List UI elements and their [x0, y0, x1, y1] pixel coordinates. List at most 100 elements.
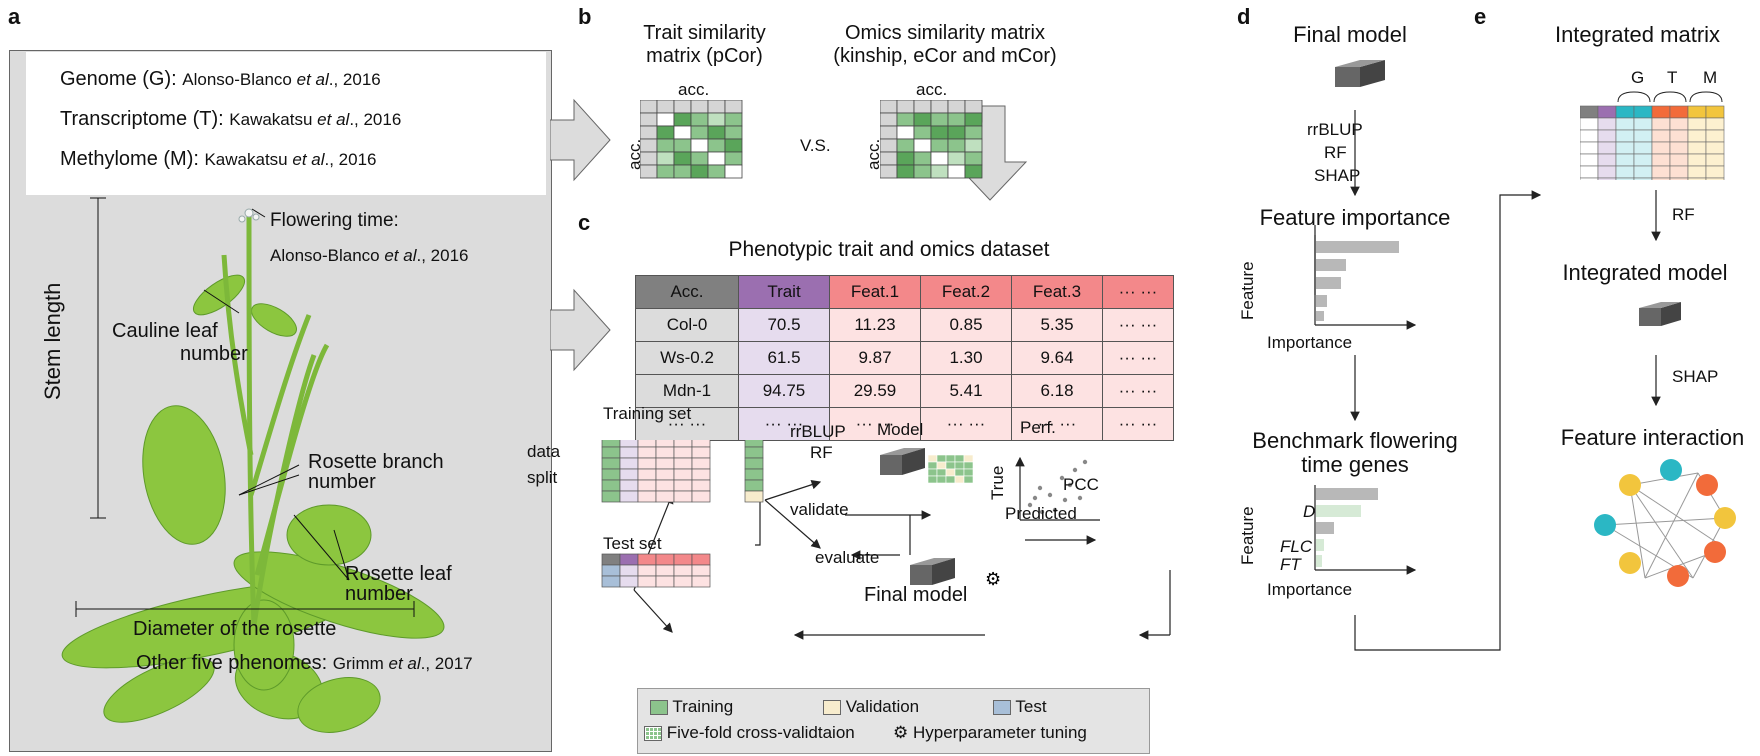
feature-importance-bars — [1316, 241, 1399, 321]
rosette-leaf-label-1: Rosette leaf — [345, 563, 452, 585]
integrated-matrix-cell — [1669, 129, 1689, 143]
similarity-cell — [930, 125, 949, 140]
integrated-matrix-cell — [1651, 141, 1671, 155]
table-cell: ··· ··· — [1102, 341, 1174, 375]
methylome-cite-author: Kawakatsu — [204, 150, 293, 169]
cross-validation-fold-cell — [954, 461, 965, 470]
integrated-matrix-cell — [1597, 105, 1617, 119]
workflow-rrblup-label: rrBLUP — [790, 422, 846, 441]
cv-fold-cell — [744, 490, 764, 503]
integrated-matrix-cell — [1580, 165, 1599, 179]
feature-interaction-title: Feature interaction — [1560, 425, 1745, 450]
legend-training: Training — [650, 697, 733, 717]
integrated-matrix-cell — [1669, 141, 1689, 155]
trait-matrix-col-label: acc. — [678, 80, 710, 99]
integrated-matrix-cell — [1597, 129, 1617, 143]
training-set-cell — [655, 490, 675, 503]
genome-reference: Genome (G): Alonso-Blanco et al., 2016 — [60, 68, 381, 91]
similarity-cell — [640, 100, 658, 114]
gene-flc-label: FLC — [1280, 537, 1313, 556]
similarity-cell — [690, 151, 709, 166]
similarity-cell — [913, 125, 932, 140]
predicted-axis-label: Predicted — [1005, 504, 1077, 523]
cross-validation-fold-cell — [927, 475, 938, 484]
similarity-cell — [880, 138, 898, 153]
flowering-cite-etal: et al — [384, 246, 417, 265]
cv-fold-cell — [744, 446, 764, 459]
phenotype-omics-table: Acc. Trait Feat.1 Feat.2 Feat.3 ··· ··· … — [635, 275, 1174, 441]
trait-similarity-matrix — [640, 100, 743, 179]
table-cell: ··· ··· — [1011, 407, 1103, 441]
integrated-matrix-cell — [1669, 165, 1689, 179]
similarity-cell — [947, 164, 966, 179]
similarity-cell — [930, 151, 949, 166]
similarity-cell — [707, 164, 726, 179]
integrated-matrix-cell — [1633, 129, 1653, 143]
legend-hyperparameter: ⚙ Hyperparameter tuning — [893, 723, 1087, 743]
cross-validation-fold-cell — [945, 468, 956, 477]
similarity-cell — [947, 125, 966, 140]
d-shap-label: SHAP — [1314, 166, 1361, 185]
training-set-cell — [601, 446, 621, 459]
genome-label: Genome (G): — [60, 68, 183, 90]
test-set-cell — [673, 564, 693, 577]
table-row: ··· ··· ··· ··· ··· ··· ··· ··· ··· ··· … — [635, 407, 1174, 441]
cross-validation-fold-cell — [936, 468, 947, 477]
header-feat-1: Feat.1 — [829, 275, 921, 309]
table-cell: 1.30 — [920, 341, 1012, 375]
similarity-cell — [673, 151, 692, 166]
training-set-cell — [637, 468, 657, 481]
integrated-matrix-cell — [1687, 117, 1707, 131]
performance-label: Perf. — [1020, 418, 1056, 437]
similarity-cell — [896, 100, 915, 114]
similarity-cell — [690, 125, 709, 140]
training-set-cell — [673, 440, 693, 448]
integrated-matrix-cell — [1687, 105, 1707, 119]
data-split-label-1: data — [527, 442, 561, 461]
similarity-cell — [707, 100, 726, 114]
header-feat-3: Feat.3 — [1011, 275, 1103, 309]
similarity-cell — [724, 112, 743, 127]
scatter-point — [1039, 509, 1045, 515]
training-set-cell — [637, 479, 657, 492]
similarity-cell — [964, 164, 983, 179]
similarity-cell — [896, 164, 915, 179]
table-cell: ··· ··· — [1102, 308, 1174, 342]
training-set-cell — [655, 446, 675, 459]
methylome-cite-etal: et al — [292, 150, 325, 169]
cross-validation-fold-cell — [963, 461, 974, 470]
final-model-title: Final model — [1293, 22, 1407, 47]
similarity-cell — [724, 125, 743, 140]
integrated-matrix-cell — [1580, 153, 1599, 167]
table-cell: 5.35 — [1011, 308, 1103, 342]
integrated-matrix-cell — [1580, 105, 1599, 119]
arrow-to-panel-b — [550, 98, 611, 182]
similarity-cell — [913, 112, 932, 127]
scatter-point — [1032, 495, 1038, 501]
panel-label-b: b — [578, 4, 592, 29]
scatter-point — [1067, 482, 1073, 488]
panel-label-c: c — [578, 210, 591, 235]
scatter-point — [1027, 502, 1033, 508]
cv-fold-cell — [744, 468, 764, 481]
test-set-cell — [601, 575, 621, 588]
integrated-matrix-cell — [1705, 153, 1725, 167]
workflow-legend: Training Validation Test Five-fold cross… — [637, 688, 1150, 754]
table-cell: ··· ··· — [1102, 374, 1174, 408]
cross-validation-fold-cell — [963, 454, 974, 463]
similarity-cell — [690, 164, 709, 179]
methylome-reference: Methylome (M): Kawakatsu et al., 2016 — [60, 148, 377, 171]
genome-cite-author: Alonso-Blanco — [182, 70, 297, 89]
table-row: Col-0 70.5 11.23 0.85 5.35 ··· ··· — [635, 308, 1174, 342]
interaction-network-nodes — [1594, 459, 1736, 587]
cv-fold-cell — [744, 440, 764, 448]
genome-cite-etal: et al — [296, 70, 329, 89]
training-set-cell — [691, 479, 711, 492]
training-set-cell — [673, 457, 693, 470]
cauline-leaf-label-1: Cauline leaf — [112, 320, 218, 342]
similarity-cell — [880, 112, 898, 127]
integrated-matrix-cell — [1615, 153, 1635, 167]
similarity-cell — [947, 151, 966, 166]
integrated-matrix-cell — [1633, 141, 1653, 155]
table-cell: ··· ··· — [1102, 407, 1174, 441]
